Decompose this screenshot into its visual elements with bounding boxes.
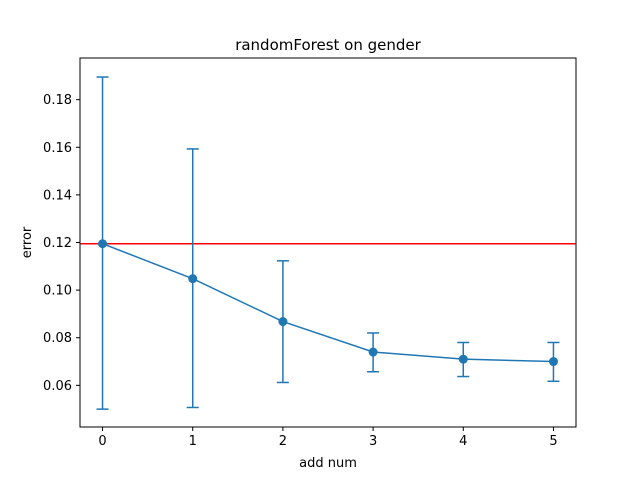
y-tick-label-4: 0.14	[43, 188, 72, 203]
x-tick-label-1: 1	[189, 434, 197, 449]
y-tick-label-5: 0.16	[43, 141, 72, 156]
data-point-4	[458, 354, 468, 364]
y-tick-label-0: 0.06	[43, 379, 72, 394]
chart-title: randomForest on gender	[235, 36, 421, 54]
y-tick-label-2: 0.10	[43, 284, 72, 299]
axis-ticks: 0 1 2 3 4 5 0.06 0.08 0.10 0.12 0.14 0.16 0.18	[43, 93, 558, 449]
data-point-1	[188, 274, 198, 284]
data-point-3	[368, 347, 378, 357]
x-tick-label-3: 3	[369, 434, 377, 449]
series-line	[102, 242, 554, 363]
x-tick-label-5: 5	[549, 434, 557, 449]
y-tick-label-3: 0.12	[43, 236, 72, 251]
data-point-2	[278, 317, 288, 327]
x-tick-label-4: 4	[459, 434, 467, 449]
plot-area	[80, 76, 576, 410]
x-tick-label-2: 2	[279, 434, 287, 449]
data-point-0	[98, 239, 108, 249]
y-tick-label-6: 0.18	[43, 93, 72, 108]
axes-frame	[79, 57, 577, 428]
data-point-5	[548, 357, 558, 367]
x-axis-label: add num	[299, 456, 357, 471]
y-tick-label-1: 0.08	[43, 331, 72, 346]
y-axis-label: error	[20, 226, 35, 258]
x-tick-label-0: 0	[98, 434, 106, 449]
